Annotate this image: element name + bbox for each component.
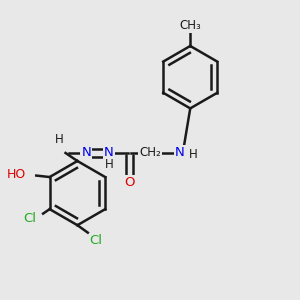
Text: Cl: Cl <box>90 234 103 247</box>
Text: N: N <box>175 146 185 160</box>
Text: H: H <box>189 148 198 161</box>
Text: O: O <box>125 176 135 189</box>
Text: HO: HO <box>7 168 26 181</box>
Text: N: N <box>81 146 91 160</box>
Text: CH₂: CH₂ <box>139 146 161 160</box>
Text: H: H <box>55 133 63 146</box>
Text: N: N <box>104 146 113 160</box>
Text: H: H <box>105 158 114 171</box>
Text: CH₃: CH₃ <box>179 19 201 32</box>
Text: Cl: Cl <box>23 212 36 225</box>
